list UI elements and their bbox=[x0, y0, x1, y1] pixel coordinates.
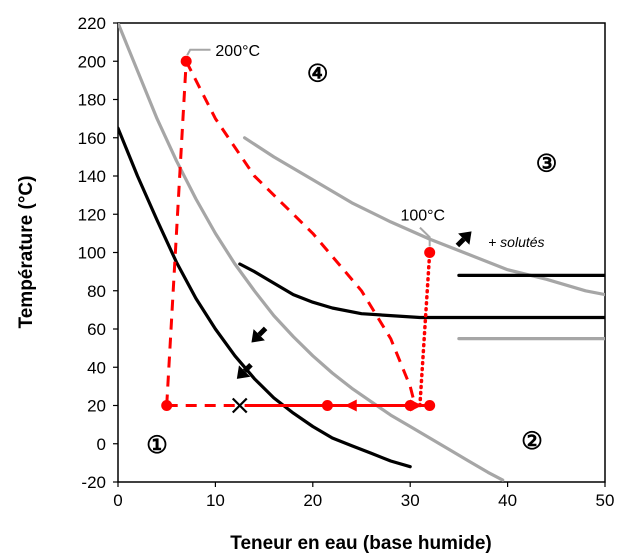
x-tick-label-2: 20 bbox=[303, 491, 322, 510]
leader-100 bbox=[419, 226, 431, 247]
annotations-layer: 200°C 100°C + solutés ① ② ③ ④ bbox=[146, 43, 557, 459]
arrow-shaft bbox=[257, 326, 268, 337]
arrow-down-left-2 bbox=[251, 326, 268, 343]
arrow-head bbox=[236, 365, 251, 379]
y-tick-label-3: 40 bbox=[87, 358, 106, 377]
data-point-2 bbox=[321, 400, 333, 411]
plot-frame bbox=[117, 22, 606, 483]
arrow-shaft bbox=[455, 237, 466, 248]
cross-stroke-b bbox=[231, 397, 248, 414]
x-tick-label-3: 30 bbox=[401, 491, 420, 510]
y-tick-label-12: 220 bbox=[78, 14, 106, 33]
annotation-2: + solutés bbox=[488, 234, 544, 250]
x-tick-label-4: 40 bbox=[498, 491, 517, 510]
x-axis-label: Teneur en eau (base humide) bbox=[230, 533, 491, 554]
data-point-5 bbox=[424, 247, 436, 258]
process-paths-layer bbox=[165, 60, 432, 408]
data-point-0 bbox=[161, 400, 173, 411]
region-label-2: ② bbox=[521, 426, 543, 455]
y-tick-label-9: 160 bbox=[78, 129, 106, 148]
y-tick-label-7: 120 bbox=[78, 205, 106, 224]
arrow-head bbox=[458, 231, 472, 245]
curves-layer bbox=[118, 23, 605, 482]
y-tick-label-10: 180 bbox=[78, 91, 106, 110]
annotation-0: 200°C bbox=[215, 43, 260, 60]
curve-3 bbox=[238, 262, 605, 320]
arrow-down-left-3 bbox=[236, 362, 253, 379]
y-tick-label-8: 140 bbox=[78, 167, 106, 186]
ticks-layer: 0 10 20 30 40 50 -20 0 20 40 60 80 100 120 140 160 180 20… bbox=[78, 14, 615, 510]
process-path-1 bbox=[184, 60, 417, 406]
y-tick-label-11: 200 bbox=[78, 52, 106, 71]
y-tick-label-2: 20 bbox=[87, 397, 106, 416]
process-path-0 bbox=[165, 61, 188, 406]
region-label-4: ④ bbox=[307, 59, 329, 88]
x-tick-label-0: 0 bbox=[113, 491, 122, 510]
x-tick-label-5: 50 bbox=[596, 491, 615, 510]
y-tick-label-6: 100 bbox=[78, 244, 106, 263]
y-tick-label-0: -20 bbox=[81, 473, 106, 492]
annotation-1: 100°C bbox=[400, 207, 445, 224]
curve-1 bbox=[118, 23, 505, 482]
region-label-3: ③ bbox=[536, 149, 558, 178]
data-point-4 bbox=[424, 400, 436, 411]
region-label-1: ① bbox=[146, 430, 168, 459]
leader-200 bbox=[186, 48, 211, 56]
arrow-left-1 bbox=[344, 399, 357, 412]
markers-layer bbox=[161, 55, 436, 414]
y-axis-label: Température (°C) bbox=[16, 176, 37, 329]
arrow-up-right-4 bbox=[455, 231, 472, 248]
process-path-4 bbox=[418, 250, 432, 408]
y-tick-label-5: 80 bbox=[87, 282, 106, 301]
y-tick-label-1: 0 bbox=[97, 435, 106, 454]
arrow-shaft bbox=[242, 362, 253, 373]
data-point-1 bbox=[180, 55, 192, 67]
marker-cross bbox=[231, 397, 248, 414]
data-point-3 bbox=[404, 400, 416, 411]
curve-0 bbox=[118, 126, 412, 469]
x-tick-label-1: 10 bbox=[206, 491, 225, 510]
arrow-head bbox=[251, 329, 265, 343]
y-tick-label-4: 60 bbox=[87, 320, 106, 339]
